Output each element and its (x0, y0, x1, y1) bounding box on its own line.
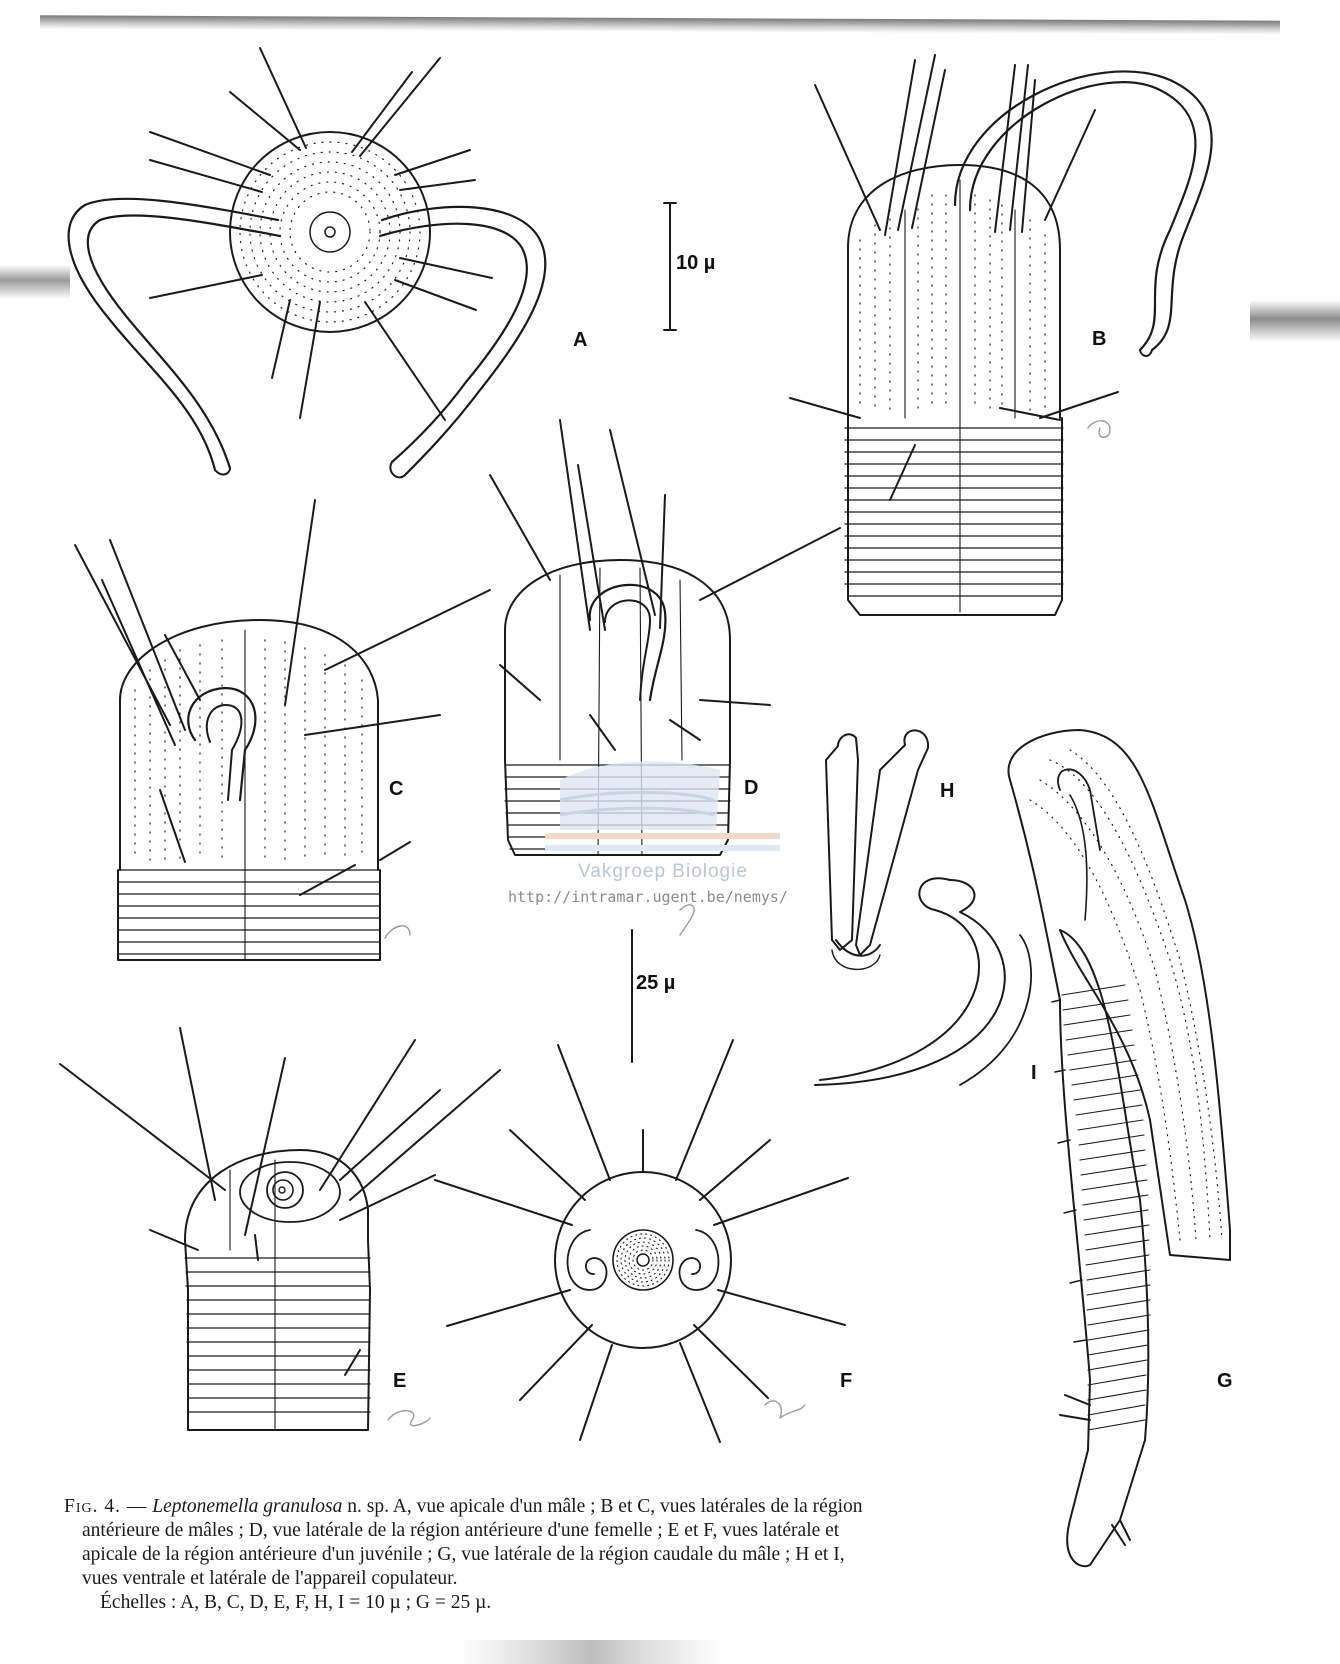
panel-label-a: A (573, 329, 588, 351)
panel-label-c: C (389, 778, 404, 800)
scan-edge-right (1250, 300, 1340, 342)
panel-a-drawing (67, 47, 547, 479)
scan-smudge-bottom (460, 1640, 720, 1664)
panel-label-h: H (940, 780, 955, 802)
caption-line-1-rest: n. sp. A, vue apicale d'un mâle ; B et C… (347, 1496, 863, 1517)
panel-label-f: F (840, 1370, 853, 1392)
panel-label-i: I (1031, 1062, 1037, 1084)
caption-line-4: vues ventrale et latérale de l'appareil … (82, 1568, 458, 1589)
panel-label-e: E (393, 1370, 407, 1392)
panel-d-drawing (489, 419, 841, 856)
panel-g-drawing (1007, 729, 1231, 1568)
caption-line-5: Échelles : A, B, C, D, E, F, H, I = 10 µ… (100, 1592, 492, 1613)
scale-bar-label-small: 10 µ (676, 252, 716, 274)
caption-species: Leptonemella granulosa (152, 1496, 343, 1517)
panel-e-drawing (59, 1027, 501, 1431)
caption-fig-number: Fig. 4. — (64, 1496, 148, 1517)
panel-f-drawing (434, 1039, 849, 1443)
caption-line-2: antérieure de mâles ; D, vue latérale de… (82, 1520, 840, 1541)
scale-bar-label-large: 25 µ (636, 972, 676, 994)
panel-label-g: G (1217, 1370, 1233, 1392)
panel-c-drawing (74, 499, 491, 961)
panel-b-drawing (789, 54, 1213, 616)
panel-label-d: D (744, 777, 759, 799)
caption-line-3: apicale de la région antérieure d'un juv… (82, 1544, 845, 1565)
panel-h-drawing (825, 729, 930, 971)
caption-line-1: Fig. 4. — Leptonemella granulosa n. sp. … (64, 1495, 1229, 1519)
panel-label-b: B (1092, 328, 1107, 350)
panel-i-drawing (814, 877, 1033, 1086)
scan-edge-left (0, 265, 70, 299)
